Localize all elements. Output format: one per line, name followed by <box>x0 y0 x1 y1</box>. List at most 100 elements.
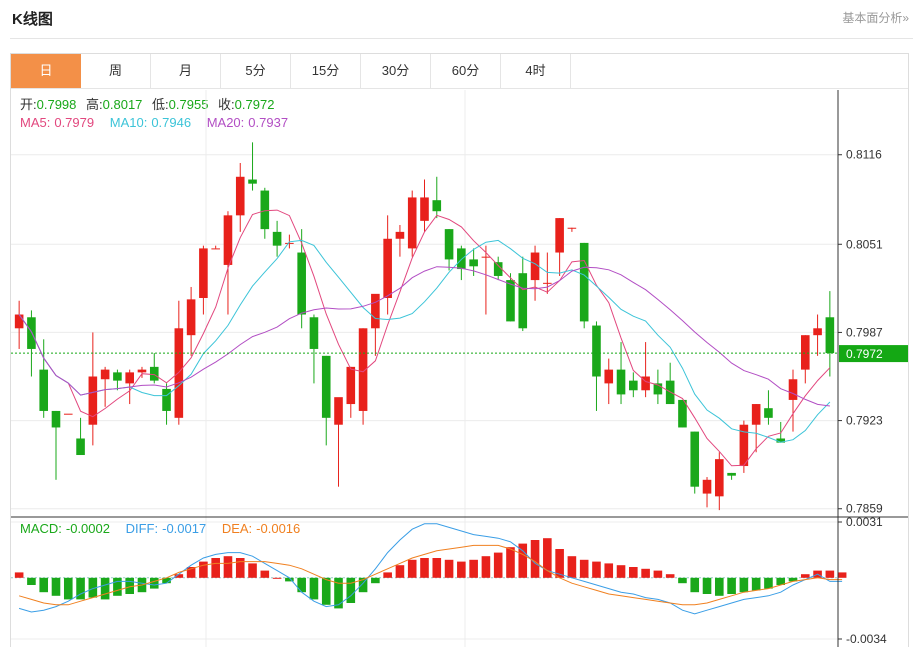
header: K线图 基本面分析» <box>0 0 913 38</box>
tab-15min[interactable]: 15分 <box>291 54 361 88</box>
candle-body <box>88 376 98 425</box>
candle-body <box>518 273 528 329</box>
macd-bar <box>555 549 564 578</box>
tab-4hour[interactable]: 4时 <box>501 54 571 88</box>
candle <box>751 404 761 453</box>
candle <box>309 314 319 384</box>
candle-body <box>285 242 294 244</box>
macd-value: -0.0002 <box>65 521 110 536</box>
dea-label: DEA: <box>221 521 253 536</box>
ma5-label: MA5: <box>20 115 51 130</box>
macd-bar <box>543 538 552 578</box>
tab-weekly[interactable]: 周 <box>81 54 151 88</box>
candle <box>88 332 98 446</box>
candle <box>297 229 306 329</box>
candle-body <box>334 397 343 425</box>
candle-body <box>776 438 786 443</box>
ma10-line <box>18 239 831 443</box>
macd-bar <box>469 559 478 578</box>
tab-60min[interactable]: 60分 <box>431 54 501 88</box>
candle-body <box>39 369 49 411</box>
candle-body <box>727 472 736 476</box>
candle-body <box>14 314 24 329</box>
macd-bar <box>199 561 208 578</box>
tab-monthly[interactable]: 月 <box>151 54 221 88</box>
candle <box>420 179 429 232</box>
candle <box>555 218 564 276</box>
candle <box>211 245 220 250</box>
candle <box>800 335 810 384</box>
candle-body <box>653 383 663 395</box>
fundamental-analysis-link[interactable]: 基本面分析» <box>842 11 909 25</box>
candle-body <box>739 424 749 467</box>
macd-bar <box>751 577 761 591</box>
macd-bar <box>579 559 589 578</box>
chart-frame <box>10 53 909 647</box>
macd-bar <box>285 577 294 582</box>
candle-body <box>690 431 700 487</box>
macd-panel <box>11 523 847 615</box>
macd-bar <box>481 556 491 578</box>
candle <box>518 256 528 332</box>
y-tick-label: 0.7859 <box>846 502 883 516</box>
macd-bar <box>665 574 675 578</box>
macd-bar <box>211 558 220 578</box>
macd-bar <box>358 577 368 593</box>
tab-30min[interactable]: 30分 <box>361 54 431 88</box>
candle <box>235 163 245 232</box>
candle <box>321 355 331 446</box>
candle-body <box>764 408 773 418</box>
macd-label: MACD: <box>20 521 62 536</box>
candle-body <box>371 293 380 329</box>
candle <box>457 245 466 281</box>
candle <box>186 286 196 356</box>
candle-body <box>100 369 110 380</box>
candle-body <box>641 376 650 391</box>
macd-bar <box>235 558 245 578</box>
macd-bar <box>346 577 356 603</box>
candle-body <box>715 459 724 497</box>
open-value: 0.7998 <box>36 97 77 112</box>
macd-bar <box>837 572 847 578</box>
tab-5min[interactable]: 5分 <box>221 54 291 88</box>
candle <box>371 293 380 356</box>
candle <box>272 220 282 257</box>
candle-body <box>321 355 331 418</box>
candle-body <box>592 325 601 377</box>
candle <box>100 366 110 407</box>
candle <box>702 477 712 508</box>
macd-bar <box>506 547 515 578</box>
candle-body <box>346 366 356 405</box>
macd-bar <box>432 558 442 578</box>
macd-bar <box>63 577 73 600</box>
current-price-label: 0.7972 <box>846 347 883 361</box>
macd-bar <box>174 574 184 578</box>
candle-body <box>149 366 159 381</box>
macd-bar <box>113 577 122 596</box>
candle <box>825 291 835 377</box>
candle-body <box>506 280 515 322</box>
candle <box>493 256 503 281</box>
candle-body <box>358 328 368 411</box>
candle-body <box>174 328 184 418</box>
candle <box>432 176 442 219</box>
candle-body <box>137 369 147 373</box>
candle <box>223 211 233 315</box>
candle <box>51 410 61 480</box>
candle-body <box>616 369 626 395</box>
candle-body <box>751 404 761 425</box>
macd-bar <box>100 577 110 600</box>
candle <box>641 342 650 398</box>
low-value: 0.7955 <box>168 97 209 112</box>
macd-bar <box>383 572 392 578</box>
tab-daily[interactable]: 日 <box>11 54 81 88</box>
candle-body <box>51 410 61 428</box>
candle-body <box>432 200 442 212</box>
diff-label: DIFF: <box>125 521 159 536</box>
macd-bar <box>395 565 405 578</box>
candle <box>395 224 405 257</box>
candle <box>715 452 724 511</box>
candle-body <box>272 231 282 246</box>
